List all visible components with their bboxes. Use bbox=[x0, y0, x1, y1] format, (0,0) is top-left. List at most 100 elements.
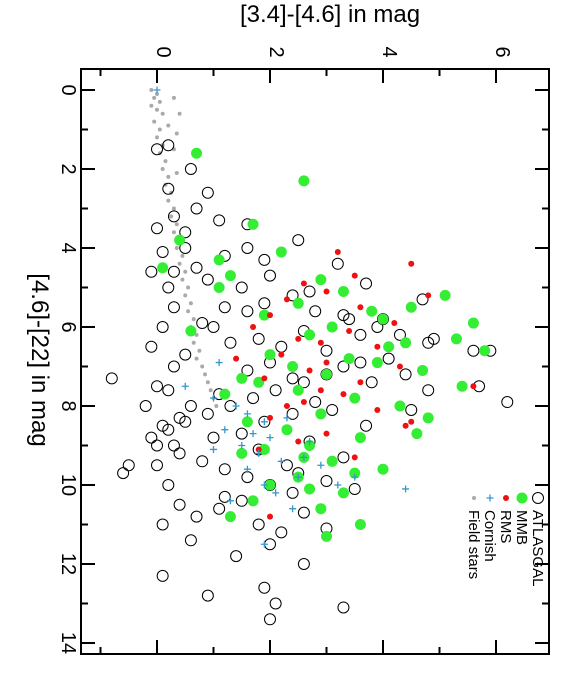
data-point bbox=[184, 163, 197, 175]
legend-marker bbox=[503, 495, 509, 501]
data-point bbox=[427, 332, 440, 345]
data-point bbox=[393, 328, 406, 341]
data-point bbox=[351, 473, 359, 481]
legend-marker bbox=[486, 494, 494, 502]
data-point bbox=[283, 403, 290, 409]
legend-label: ATLASGAL bbox=[529, 510, 546, 586]
data-point bbox=[196, 317, 209, 330]
data-point bbox=[177, 261, 182, 266]
data-point bbox=[417, 364, 429, 376]
data-point bbox=[230, 550, 243, 563]
series-mmb bbox=[157, 147, 491, 542]
data-point bbox=[157, 99, 162, 104]
data-point bbox=[241, 471, 254, 484]
data-point bbox=[226, 497, 234, 505]
data-point bbox=[145, 265, 158, 278]
data-point bbox=[281, 424, 293, 436]
data-point bbox=[213, 254, 225, 266]
legend-marker bbox=[516, 492, 528, 504]
data-point bbox=[207, 321, 220, 333]
data-point bbox=[181, 382, 189, 390]
data-point bbox=[151, 380, 163, 393]
data-point bbox=[233, 355, 240, 362]
data-point bbox=[163, 159, 168, 164]
data-point bbox=[304, 440, 316, 451]
data-point bbox=[351, 272, 358, 279]
data-point bbox=[264, 269, 276, 282]
data-point bbox=[162, 281, 175, 294]
data-point bbox=[183, 269, 188, 274]
data-point bbox=[402, 485, 410, 493]
data-point bbox=[269, 597, 282, 610]
data-point bbox=[306, 438, 314, 446]
data-point bbox=[275, 246, 287, 258]
data-point bbox=[283, 296, 290, 303]
data-point bbox=[470, 383, 477, 390]
data-point bbox=[258, 309, 270, 321]
data-point bbox=[174, 234, 186, 246]
data-point bbox=[261, 375, 268, 382]
data-point bbox=[309, 305, 322, 318]
data-point bbox=[151, 143, 163, 156]
data-point bbox=[218, 301, 231, 314]
data-point bbox=[151, 439, 163, 452]
x-axis-title: [4.6]-[22] in mag bbox=[26, 273, 53, 446]
data-point bbox=[377, 313, 389, 325]
data-point bbox=[337, 309, 350, 322]
series-rms bbox=[233, 248, 477, 520]
data-point bbox=[295, 335, 302, 342]
data-point bbox=[321, 530, 332, 542]
data-point bbox=[326, 455, 338, 467]
data-point bbox=[173, 447, 186, 460]
data-point bbox=[167, 360, 180, 373]
data-point bbox=[186, 285, 191, 290]
data-point bbox=[354, 356, 367, 369]
data-point bbox=[247, 218, 259, 230]
data-point bbox=[152, 119, 157, 124]
data-point bbox=[348, 482, 361, 495]
data-point bbox=[334, 481, 342, 489]
data-point bbox=[366, 305, 378, 317]
data-point bbox=[286, 486, 299, 499]
data-point bbox=[303, 285, 316, 298]
data-point bbox=[365, 376, 378, 389]
data-point bbox=[156, 518, 169, 531]
data-point bbox=[152, 95, 157, 100]
data-point bbox=[160, 111, 165, 116]
data-point bbox=[174, 222, 179, 227]
data-point bbox=[402, 422, 409, 429]
data-point bbox=[205, 380, 210, 385]
data-point bbox=[180, 253, 185, 258]
data-point bbox=[394, 400, 406, 412]
data-point bbox=[323, 288, 330, 295]
data-point bbox=[467, 344, 480, 357]
data-point bbox=[151, 222, 163, 235]
data-point bbox=[357, 304, 364, 311]
x-tick-label: 6 bbox=[57, 321, 79, 332]
data-point bbox=[149, 103, 154, 108]
series-cornish bbox=[153, 86, 410, 548]
data-point bbox=[304, 483, 316, 495]
data-point bbox=[236, 372, 248, 384]
data-point bbox=[300, 399, 307, 406]
data-point bbox=[258, 581, 271, 594]
data-point bbox=[501, 396, 514, 409]
data-point bbox=[167, 439, 180, 452]
data-point bbox=[213, 214, 226, 227]
data-point bbox=[337, 601, 350, 614]
data-point bbox=[343, 353, 355, 365]
data-point bbox=[232, 402, 240, 410]
data-point bbox=[224, 336, 237, 349]
data-point bbox=[315, 408, 327, 420]
data-point bbox=[337, 451, 350, 464]
data-point bbox=[173, 411, 186, 424]
data-point bbox=[439, 289, 451, 301]
data-point bbox=[156, 321, 169, 333]
data-point bbox=[399, 368, 412, 381]
data-point bbox=[267, 513, 273, 520]
data-point bbox=[377, 463, 389, 475]
data-point bbox=[304, 329, 316, 341]
data-point bbox=[210, 445, 217, 453]
plot-frame bbox=[80, 68, 550, 655]
data-point bbox=[171, 95, 176, 100]
